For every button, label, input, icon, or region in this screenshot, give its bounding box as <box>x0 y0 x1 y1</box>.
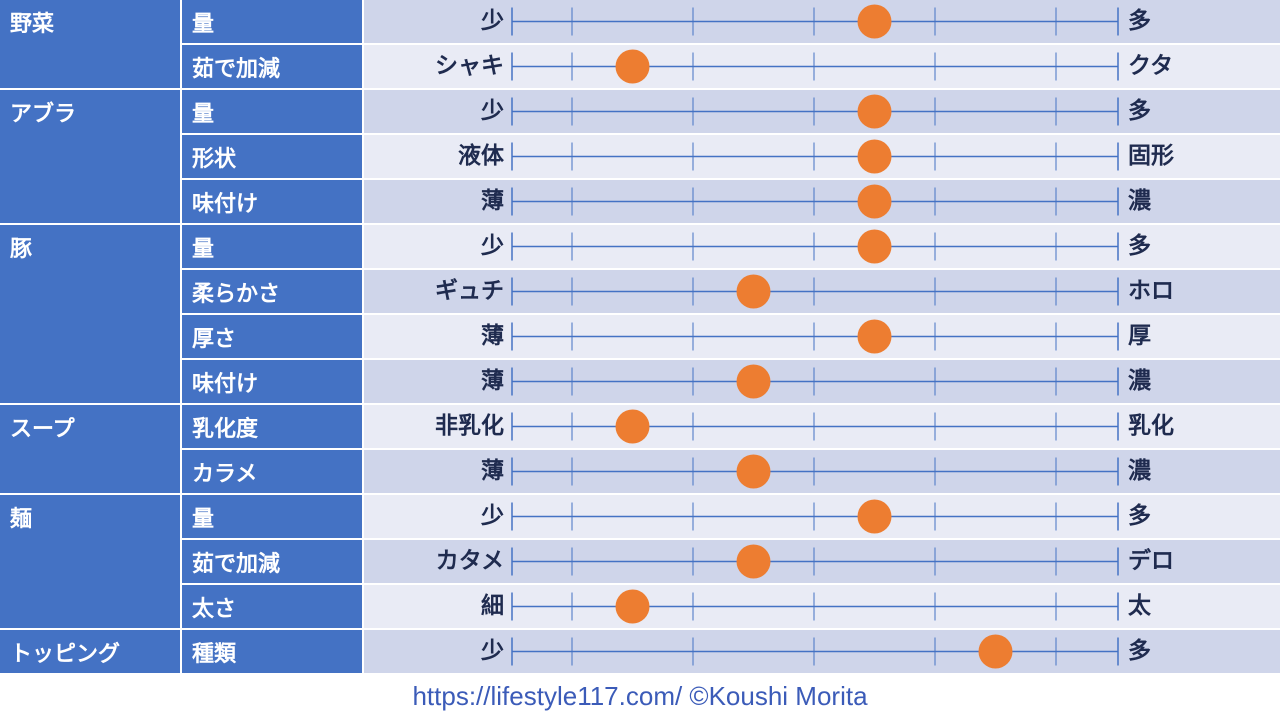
footer-credit: https://lifestyle117.com/ ©Koushi Morita <box>412 681 868 711</box>
attribute-label: カラメ <box>182 450 362 493</box>
rating-marker <box>615 589 650 624</box>
scale-track <box>511 49 1119 84</box>
scale-row: カタメ デロ <box>364 540 1280 583</box>
attribute-label: 量 <box>182 90 362 133</box>
scale-left-label: 薄 <box>481 323 504 349</box>
scale-row: 細太 <box>364 585 1280 628</box>
rating-chart: 野菜量少多茹で加減 シャキ クタ アブラ量少多形状 液体 固形 味付け薄濃豚量少多柔らかさギ… <box>0 0 1280 673</box>
attribute-label: 形状 <box>182 135 362 178</box>
scale-row: 少多 <box>364 495 1280 538</box>
scale-left-label: 細 <box>481 593 504 619</box>
scale-right-label: 濃 <box>1128 458 1151 484</box>
attribute-label: 乳化度 <box>182 405 362 448</box>
category-label: 麺 <box>0 495 180 628</box>
scale-row: ギュチ ホロ <box>364 270 1280 313</box>
scale-right-label: 厚 <box>1128 323 1151 349</box>
rating-marker <box>978 634 1013 669</box>
scale-right-label: 多 <box>1128 8 1151 34</box>
attribute-label: 種類 <box>182 630 362 673</box>
category-label: スープ <box>0 405 180 493</box>
scale-left-label: 少 <box>481 503 504 529</box>
scale-left-label: シャキ <box>435 53 504 79</box>
attribute-label: 量 <box>182 0 362 43</box>
attribute-label: 味付け <box>182 180 362 223</box>
rating-marker <box>857 139 892 174</box>
rating-marker <box>736 364 771 399</box>
scale-right-label: 多 <box>1128 233 1151 259</box>
rating-marker <box>857 319 892 354</box>
scale-track <box>511 634 1119 669</box>
scale-left-label: 薄 <box>481 458 504 484</box>
scale-left-label: 液体 <box>458 143 504 169</box>
scale-track <box>511 544 1119 579</box>
scale-right-label: 多 <box>1128 638 1151 664</box>
scale-right-label: 濃 <box>1128 368 1151 394</box>
attribute-label: 柔らかさ <box>182 270 362 313</box>
scale-left-label: 少 <box>481 98 504 124</box>
rating-marker <box>736 544 771 579</box>
attribute-label: 太さ <box>182 585 362 628</box>
attribute-label: 量 <box>182 495 362 538</box>
scale-left-label: 少 <box>481 233 504 259</box>
scale-row: 薄厚 <box>364 315 1280 358</box>
scale-right-label: ホロ <box>1128 278 1174 304</box>
category-label: 豚 <box>0 225 180 403</box>
scale-left-label: ギュチ <box>435 278 504 304</box>
scale-right-label: 固形 <box>1128 143 1174 169</box>
attribute-label: 茹で加減 <box>182 540 362 583</box>
scale-right-label: 濃 <box>1128 188 1151 214</box>
rating-marker <box>857 499 892 534</box>
scale-row: 非乳化 乳化 <box>364 405 1280 448</box>
rating-marker <box>857 184 892 219</box>
scale-track <box>511 454 1119 489</box>
scale-left-label: 薄 <box>481 188 504 214</box>
rating-marker <box>857 94 892 129</box>
scale-left-label: 少 <box>481 638 504 664</box>
scale-track <box>511 499 1119 534</box>
scale-row: 液体 固形 <box>364 135 1280 178</box>
rating-marker <box>615 49 650 84</box>
scale-row: 少多 <box>364 630 1280 673</box>
scale-row: シャキ クタ <box>364 45 1280 88</box>
rating-marker <box>736 454 771 489</box>
category-label: アブラ <box>0 90 180 223</box>
scale-row: 薄濃 <box>364 360 1280 403</box>
scale-track <box>511 139 1119 174</box>
attribute-label: 味付け <box>182 360 362 403</box>
category-label: 野菜 <box>0 0 180 88</box>
scale-right-label: 太 <box>1128 593 1151 619</box>
scale-track <box>511 364 1119 399</box>
scale-row: 少多 <box>364 0 1280 43</box>
attribute-label: 茹で加減 <box>182 45 362 88</box>
scale-right-label: 多 <box>1128 503 1151 529</box>
scale-track <box>511 274 1119 309</box>
scale-track <box>511 319 1119 354</box>
scale-left-label: カタメ <box>435 548 504 574</box>
rating-marker <box>857 229 892 264</box>
scale-track <box>511 409 1119 444</box>
rating-marker <box>615 409 650 444</box>
attribute-label: 量 <box>182 225 362 268</box>
scale-track <box>511 94 1119 129</box>
scale-track <box>511 229 1119 264</box>
scale-left-label: 薄 <box>481 368 504 394</box>
category-label: トッピング <box>0 630 180 673</box>
scale-right-label: クタ <box>1128 53 1174 79</box>
scale-track <box>511 4 1119 39</box>
scale-right-label: デロ <box>1128 548 1174 574</box>
scale-track <box>511 184 1119 219</box>
scale-row: 薄濃 <box>364 180 1280 223</box>
rating-marker <box>857 4 892 39</box>
rating-marker <box>736 274 771 309</box>
scale-track <box>511 589 1119 624</box>
attribute-label: 厚さ <box>182 315 362 358</box>
scale-left-label: 非乳化 <box>435 413 504 439</box>
scale-row: 少多 <box>364 225 1280 268</box>
scale-row: 薄濃 <box>364 450 1280 493</box>
scale-row: 少多 <box>364 90 1280 133</box>
scale-left-label: 少 <box>481 8 504 34</box>
scale-right-label: 多 <box>1128 98 1151 124</box>
scale-right-label: 乳化 <box>1128 413 1174 439</box>
